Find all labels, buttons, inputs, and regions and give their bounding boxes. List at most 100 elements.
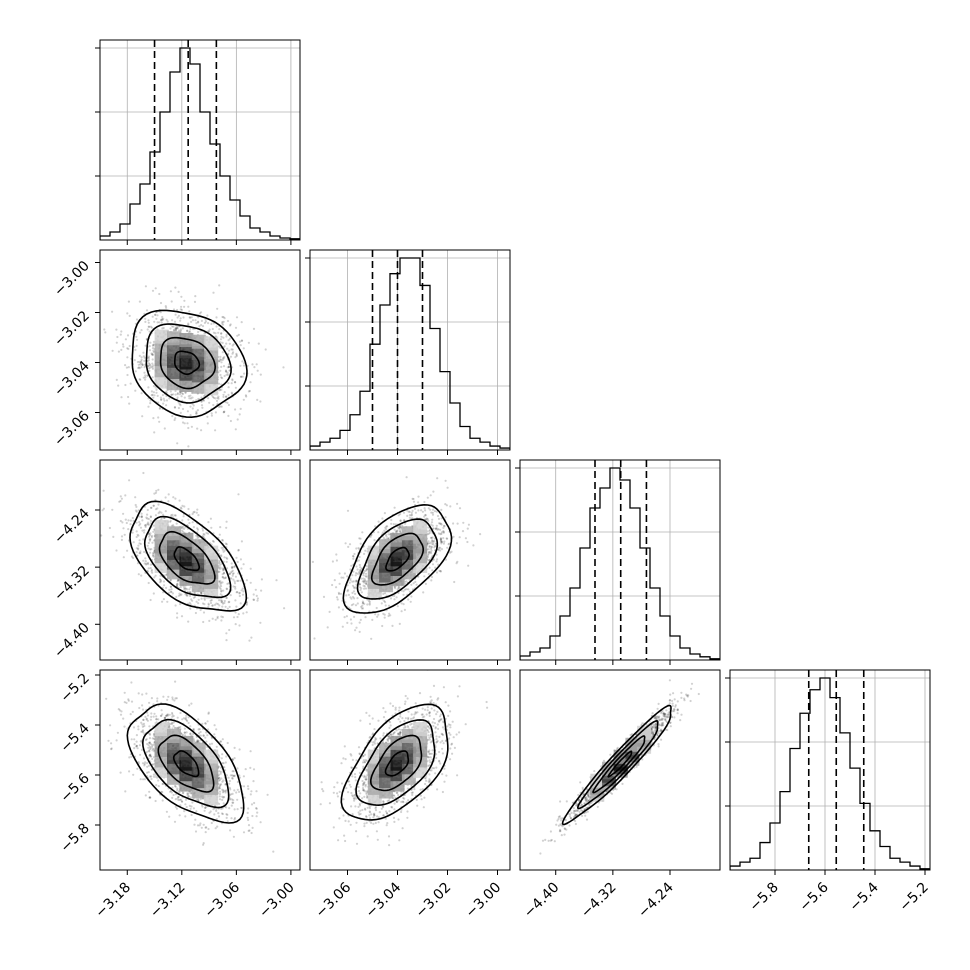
axis-frame [99, 459, 301, 661]
scatter-point [355, 579, 358, 582]
scatter-point [140, 392, 143, 395]
scatter-point [138, 360, 141, 363]
scatter-point [442, 531, 445, 534]
scatter-point [160, 321, 163, 324]
scatter-point [175, 522, 178, 525]
scatter-point [402, 590, 405, 593]
scatter-point [138, 520, 141, 524]
scatter-point [145, 337, 148, 341]
scatter-point [241, 375, 244, 378]
scatter-point [199, 608, 202, 612]
scatter-point [151, 541, 154, 544]
scatter-point [219, 373, 222, 377]
contour-line [370, 532, 424, 586]
scatter-point [386, 525, 389, 528]
scatter-point [440, 541, 443, 544]
scatter-point [173, 726, 176, 729]
scatter-point [223, 766, 226, 769]
scatter-point [404, 582, 407, 585]
scatter-point [184, 391, 187, 394]
scatter-point [355, 580, 358, 583]
scatter-point [122, 345, 125, 348]
scatter-point [237, 333, 240, 336]
scatter-point [326, 626, 329, 629]
scatter-point [438, 569, 441, 572]
scatter-point [149, 325, 152, 328]
scatter-point [222, 395, 225, 398]
scatter-point [182, 530, 185, 533]
scatter-point [160, 511, 163, 514]
scatter-point [138, 367, 141, 370]
scatter-point [150, 570, 153, 573]
scatter-point [365, 582, 368, 585]
scatter-point [349, 618, 352, 621]
scatter-point [184, 593, 187, 596]
density-blocks [367, 519, 428, 599]
scatter-point [221, 320, 224, 324]
scatter-point [227, 382, 230, 385]
scatter-point [212, 808, 215, 811]
scatter-point [152, 773, 155, 776]
scatter-point [241, 593, 245, 596]
scatter-point [144, 738, 147, 742]
scatter-point [202, 620, 205, 624]
scatter-point [203, 603, 206, 606]
scatter-point [144, 524, 147, 527]
scatter-point [139, 778, 142, 781]
scatter-point [225, 588, 229, 591]
scatter-point [223, 556, 226, 559]
scatter-point [436, 528, 439, 531]
scatter-point [212, 540, 215, 543]
scatter-point [239, 375, 243, 378]
scatter-point [414, 580, 417, 584]
scatter-point [191, 396, 194, 399]
scatter-point [335, 586, 338, 589]
scatter-point [157, 511, 160, 515]
contour-line [131, 309, 248, 419]
scatter-point [176, 612, 179, 615]
scatter-point [174, 417, 177, 420]
scatter-point [165, 306, 168, 309]
scatter-point [442, 530, 445, 533]
scatter-point [374, 613, 377, 616]
scatter-point [162, 580, 166, 583]
scatter-point [152, 504, 155, 507]
scatter-point [137, 366, 141, 369]
scatter-point [151, 571, 154, 574]
scatter-point [176, 392, 179, 395]
scatter-point [143, 359, 146, 362]
scatter-point [370, 637, 373, 640]
scatter-point [173, 418, 176, 422]
scatter-point [423, 507, 426, 510]
scatter-point [177, 406, 180, 410]
scatter-point [195, 412, 198, 415]
scatter-point [225, 333, 228, 336]
scatter-point [403, 608, 406, 612]
scatter-point [127, 519, 130, 522]
scatter-point [177, 329, 181, 332]
scatter-point [240, 339, 244, 342]
scatter-point [364, 579, 367, 583]
scatter-point [181, 718, 184, 721]
scatter-point [152, 524, 155, 527]
scatter-point [364, 569, 367, 572]
scatter-point [433, 546, 436, 549]
scatter-point [348, 581, 351, 584]
scatter-point [226, 557, 229, 560]
scatter-point [179, 711, 182, 715]
scatter-point [176, 393, 179, 396]
scatter-point [391, 624, 394, 628]
scatter-point [210, 322, 213, 326]
scatter-point [246, 811, 249, 815]
scatter-point [218, 581, 221, 584]
scatter-point [251, 363, 254, 366]
scatter-point [159, 581, 162, 584]
scatter-point [445, 504, 448, 507]
scatter-point [335, 596, 339, 599]
scatter-point [236, 798, 239, 801]
scatter-point [221, 738, 224, 741]
scatter-point [437, 528, 440, 531]
scatter-point [120, 497, 123, 500]
scatter-point [398, 527, 401, 530]
